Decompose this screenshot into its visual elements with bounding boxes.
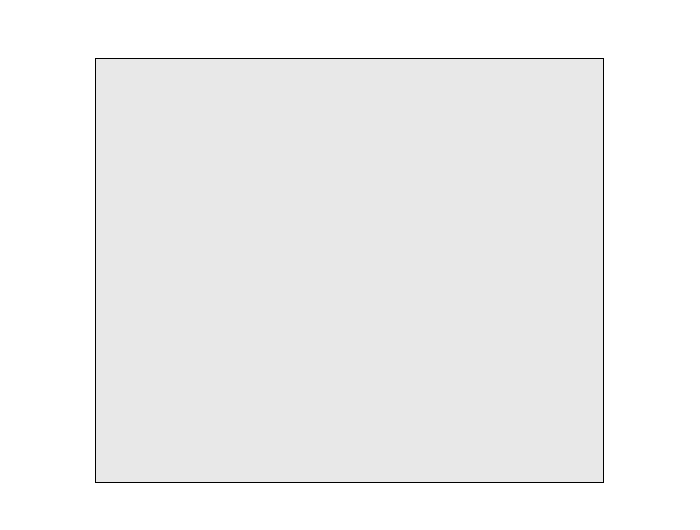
map-render-canvas — [96, 59, 603, 482]
map-plot-area[interactable] — [95, 58, 604, 483]
